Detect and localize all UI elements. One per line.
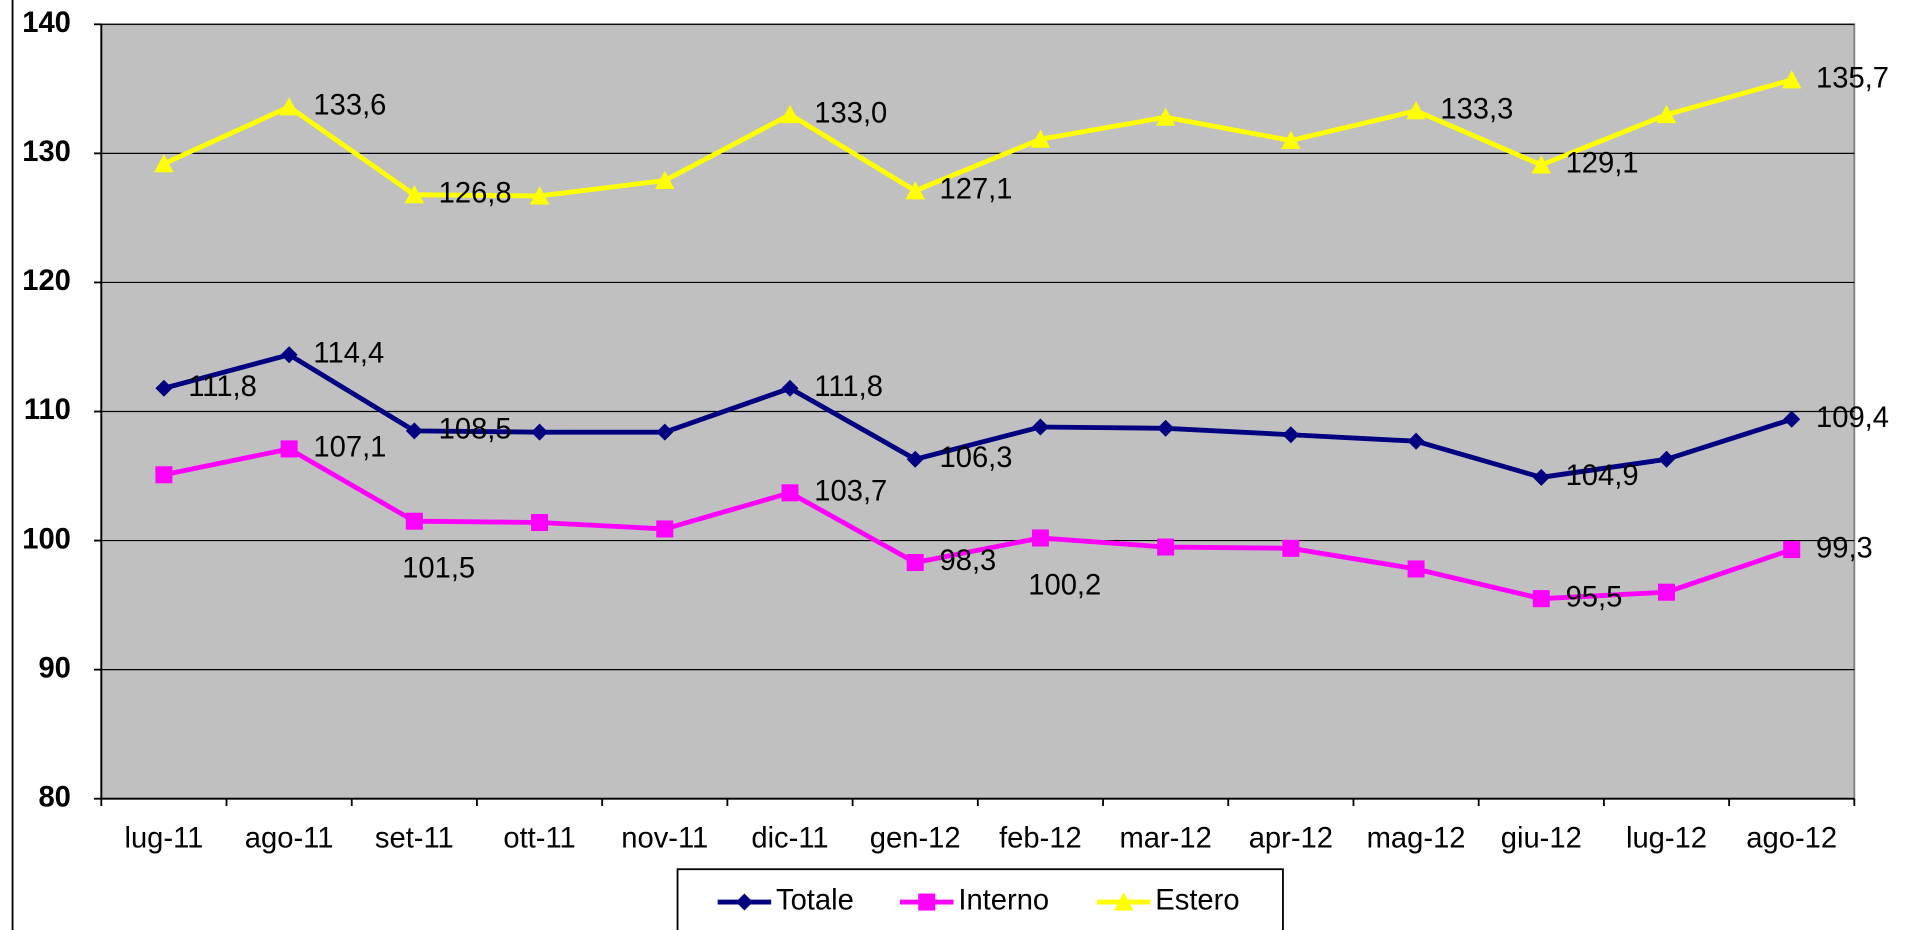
marker — [1113, 892, 1134, 911]
y-tick-label: 130 — [22, 136, 71, 168]
data-label: 109,4 — [1816, 402, 1889, 434]
x-tick-label: gen-12 — [870, 823, 961, 855]
x-tick-label: set-11 — [375, 823, 454, 855]
marker — [531, 513, 549, 532]
x-tick-label: apr-12 — [1249, 823, 1333, 855]
marker — [529, 186, 550, 205]
marker — [1783, 410, 1801, 428]
data-label: 111,8 — [188, 371, 257, 403]
marker — [1407, 560, 1425, 578]
x-tick-label: mar-12 — [1119, 823, 1211, 855]
data-label: 98,3 — [940, 545, 997, 577]
marker — [905, 181, 925, 200]
marker — [1532, 590, 1550, 608]
marker — [735, 893, 753, 911]
marker — [918, 893, 936, 911]
series-line — [162, 77, 1793, 199]
marker — [154, 153, 174, 173]
series-line — [163, 352, 1793, 480]
marker — [1031, 529, 1049, 547]
y-tick-label: 80 — [38, 781, 70, 813]
marker — [155, 466, 173, 484]
data-label: 101,5 — [402, 553, 475, 585]
data-label: 127,1 — [940, 174, 1013, 206]
marker — [279, 97, 299, 116]
data-label: 135,7 — [1816, 63, 1889, 95]
x-tick-label: lug-12 — [1626, 823, 1707, 855]
x-tick-label: lug-11 — [124, 823, 203, 855]
series-line — [163, 446, 1793, 602]
data-label: 133,6 — [313, 90, 386, 122]
marker — [1406, 101, 1426, 120]
marker — [656, 423, 674, 441]
marker — [781, 379, 799, 397]
legend-box — [676, 868, 1284, 930]
marker — [906, 450, 924, 468]
marker — [280, 346, 298, 364]
marker — [1531, 155, 1552, 174]
data-label: 107,1 — [313, 432, 386, 464]
marker — [405, 422, 423, 440]
marker — [1282, 539, 1300, 557]
x-tick-label: dic-11 — [751, 823, 828, 855]
marker — [155, 379, 173, 397]
marker — [1781, 70, 1802, 89]
y-tick-label: 110 — [24, 394, 71, 426]
data-label: 106,3 — [940, 442, 1013, 474]
marker — [781, 484, 799, 502]
legend-label: Interno — [958, 885, 1049, 917]
marker — [655, 170, 675, 189]
data-label: 114,4 — [313, 337, 384, 369]
marker — [906, 554, 924, 572]
x-tick-label: ago-12 — [1746, 823, 1837, 855]
legend: Totale Interno Estero — [676, 868, 1284, 930]
marker — [280, 440, 298, 458]
marker — [1532, 468, 1550, 486]
data-label: 99,3 — [1816, 532, 1873, 564]
data-label: 126,8 — [439, 177, 512, 209]
marker — [1282, 426, 1300, 444]
data-label: 133,0 — [814, 97, 887, 129]
marker — [404, 184, 425, 204]
data-label: 129,1 — [1566, 148, 1639, 180]
legend-label: Estero — [1155, 885, 1239, 917]
x-tick-label: giu-12 — [1501, 823, 1582, 855]
marker — [1281, 130, 1301, 149]
x-tick-label: nov-11 — [621, 823, 708, 855]
marker — [1657, 583, 1676, 601]
marker — [780, 104, 800, 124]
legend-label: Totale — [776, 885, 854, 917]
data-label: 95,5 — [1566, 581, 1623, 613]
x-tick-label: mag-12 — [1367, 823, 1466, 855]
data-label: 111,8 — [814, 371, 883, 403]
y-tick-label: 100 — [22, 523, 71, 555]
y-tick-label: 140 — [22, 7, 71, 39]
data-label: 104,9 — [1566, 460, 1639, 492]
data-label: 108,5 — [439, 414, 512, 446]
marker — [1657, 450, 1676, 468]
data-label: 133,3 — [1440, 93, 1513, 125]
y-tick-label: 90 — [38, 652, 70, 684]
y-tick-label: 120 — [22, 265, 71, 297]
x-tick-label: ago-11 — [245, 823, 334, 855]
marker — [1155, 107, 1176, 126]
marker — [1783, 541, 1801, 559]
marker — [1030, 129, 1051, 148]
marker — [1157, 538, 1175, 556]
data-label: 100,2 — [1028, 569, 1101, 601]
marker — [656, 520, 674, 538]
marker — [1656, 104, 1677, 124]
data-label: 103,7 — [814, 476, 887, 508]
x-tick-label: ott-11 — [503, 823, 575, 855]
x-tick-label: feb-12 — [999, 823, 1082, 855]
marker — [405, 512, 423, 530]
